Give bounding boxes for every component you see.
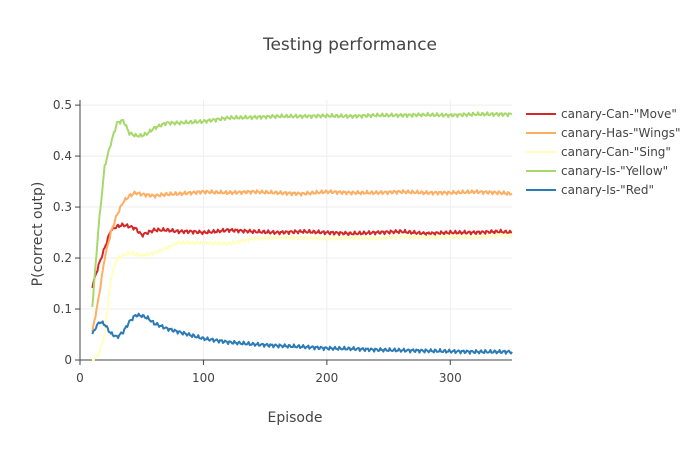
legend-item[interactable]: canary-Can-"Sing" [526,145,671,159]
legend[interactable]: canary-Can-"Move" canary-Has-"Wings" canar… [526,107,680,197]
legend-item[interactable]: canary-Has-"Wings" [526,126,680,140]
series-lines [91,111,513,362]
legend-label: canary-Can-"Move" [561,107,677,121]
legend-label: canary-Is-"Red" [561,183,654,197]
y-tick-label: 0.4 [53,149,72,163]
x-tick-label: 200 [315,371,338,385]
x-tick-label: 0 [76,371,84,385]
series-line-3[interactable] [91,111,513,308]
series-line-2[interactable] [91,232,513,362]
legend-label: canary-Can-"Sing" [561,145,671,159]
y-tick-label: 0 [64,353,72,367]
legend-item[interactable]: canary-Is-"Yellow" [526,164,668,178]
legend-item[interactable]: canary-Can-"Move" [526,107,677,121]
axes: 0 100 200 300 0 0.1 0.2 0.3 0.4 0.5 [53,98,512,385]
chart-title: Testing performance [262,35,437,55]
series-line-1[interactable] [91,189,513,332]
y-tick-label: 0.2 [53,251,72,265]
series-line-0[interactable] [91,222,513,289]
series-line-4[interactable] [91,312,513,355]
y-tick-label: 0.3 [53,200,72,214]
legend-item[interactable]: canary-Is-"Red" [526,183,654,197]
y-tick-label: 0.5 [53,98,72,112]
y-tick-label: 0.1 [53,302,72,316]
x-tick-label: 100 [192,371,215,385]
y-axis-title: P(correct outp) [30,182,46,287]
x-tick-label: 300 [439,371,462,385]
legend-label: canary-Is-"Yellow" [561,164,668,178]
legend-label: canary-Has-"Wings" [561,126,680,140]
x-axis-title: Episode [268,410,323,426]
